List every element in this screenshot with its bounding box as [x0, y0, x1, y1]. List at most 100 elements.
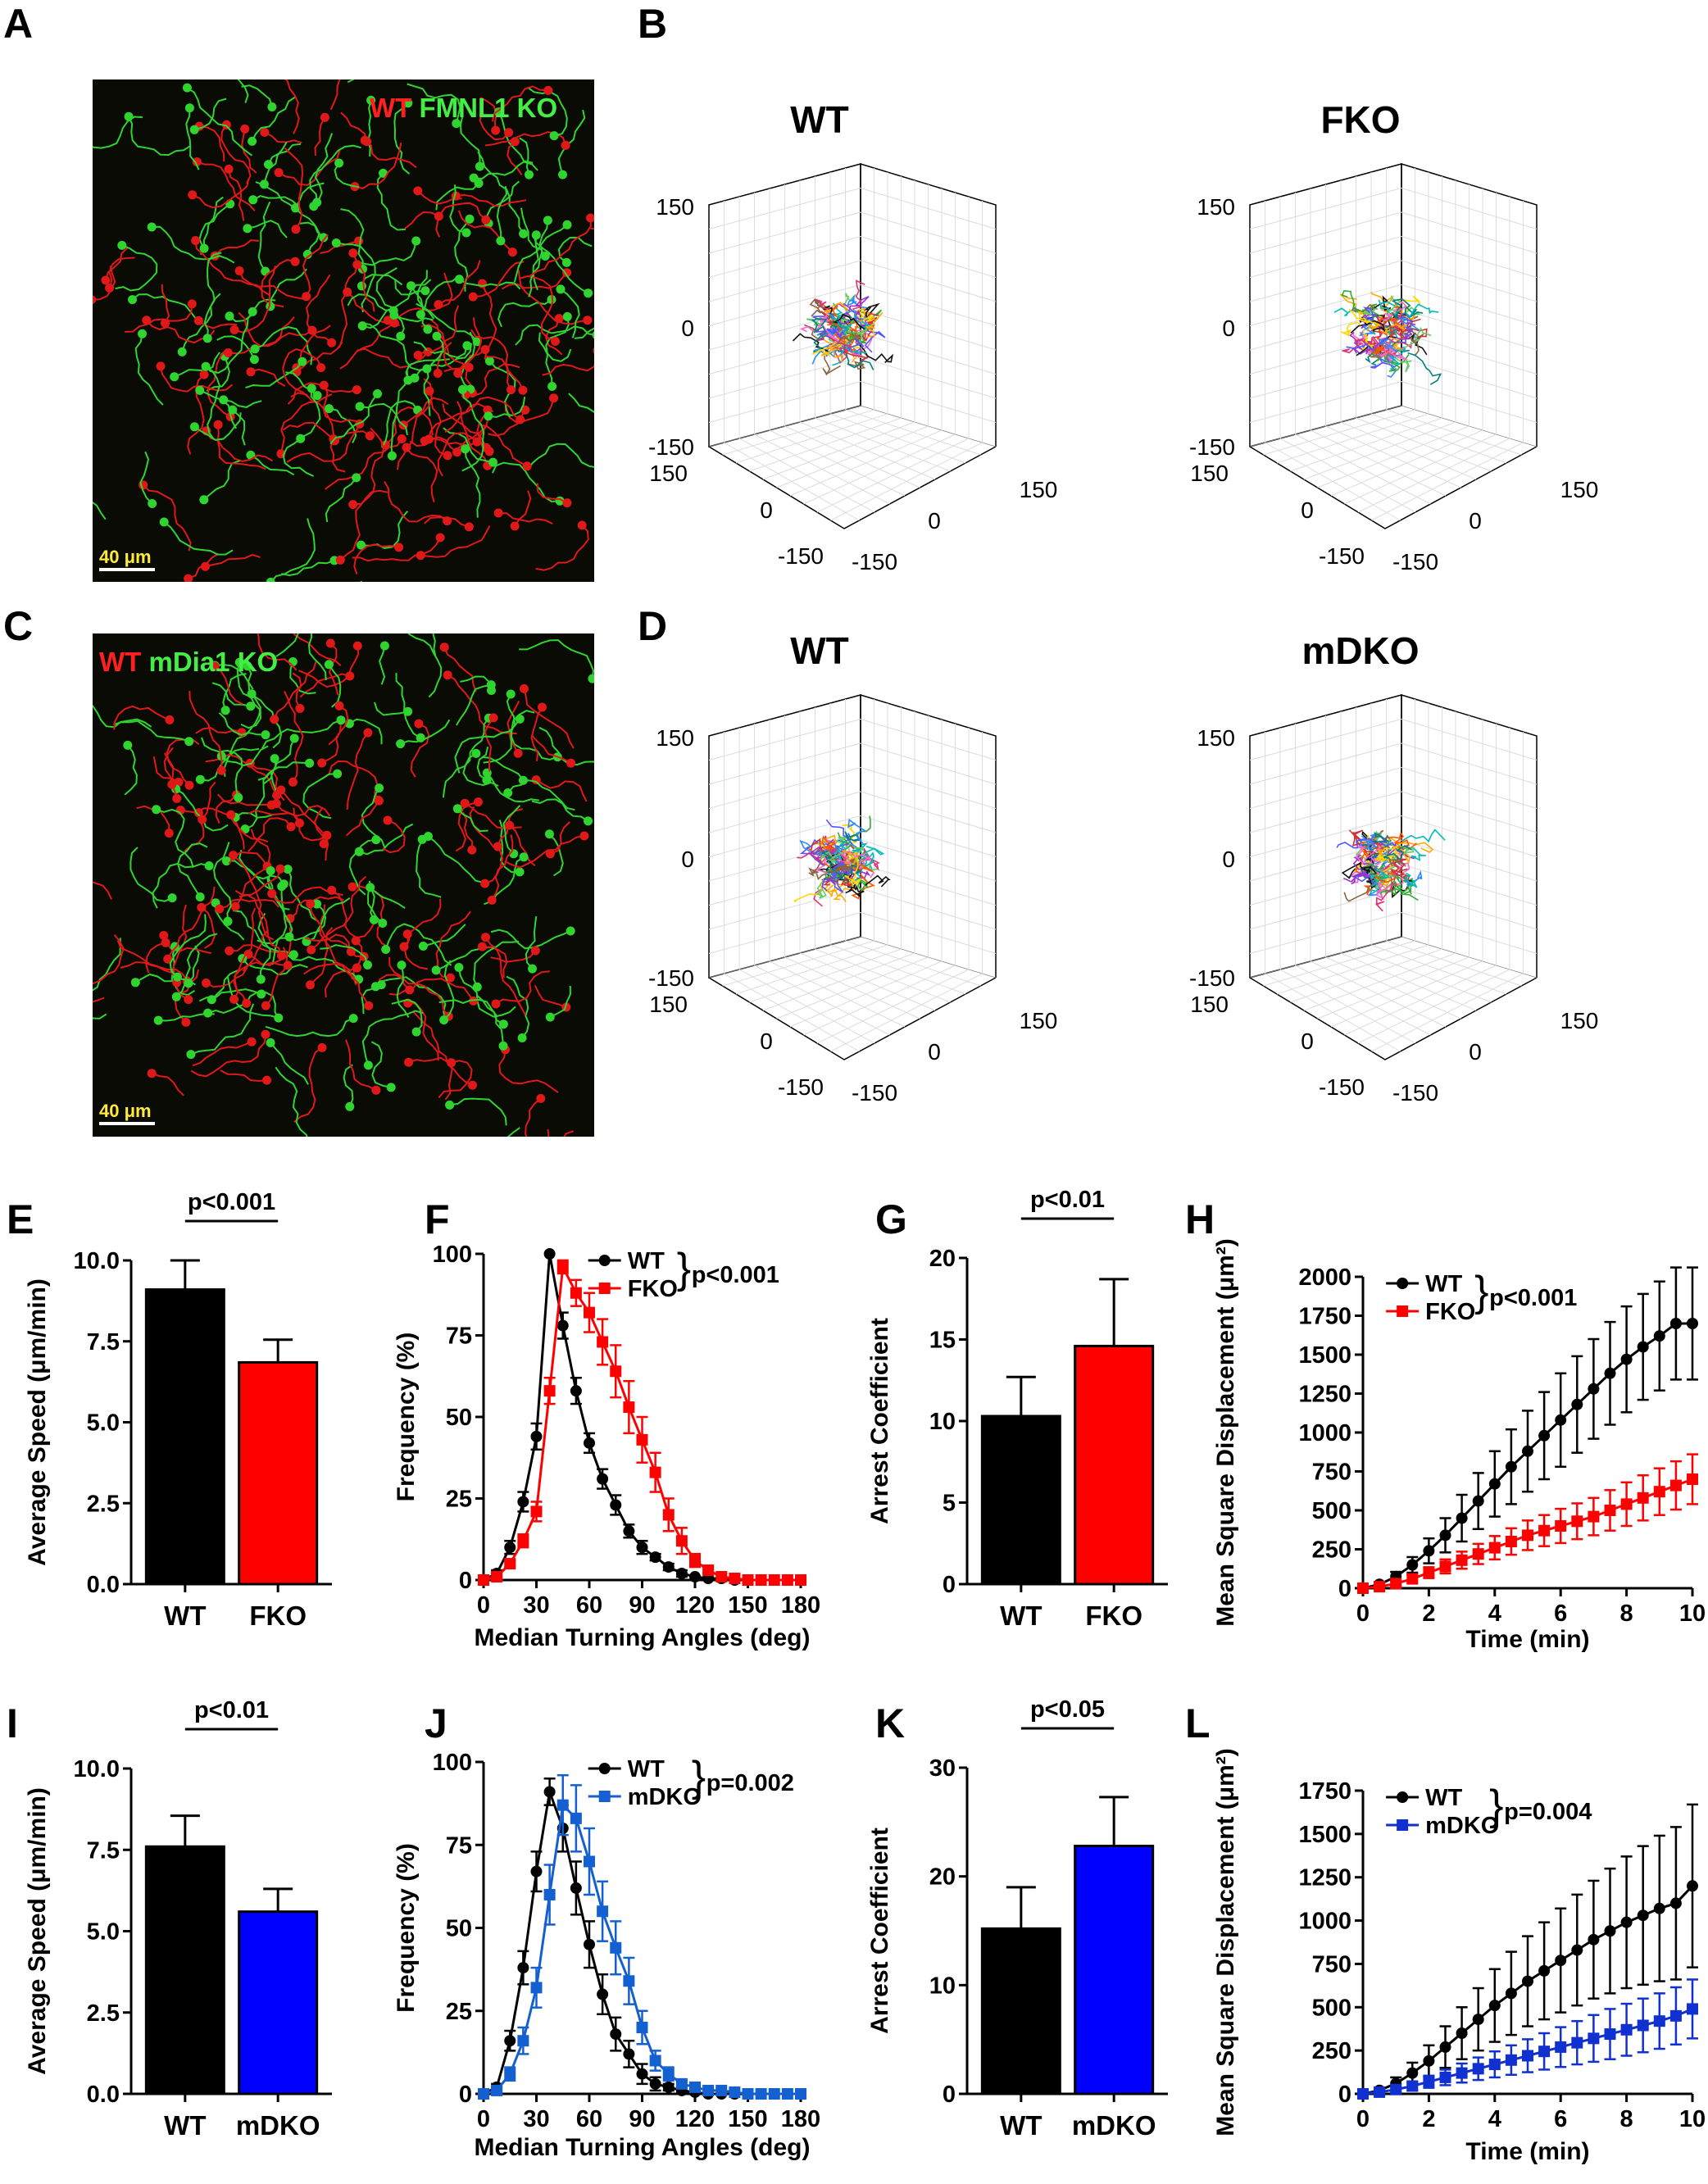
cell-body	[331, 238, 341, 247]
cell-track-3d	[1395, 322, 1416, 341]
grid-line	[1249, 188, 1402, 229]
cell-body	[225, 946, 234, 956]
y-tick-label: 250	[1312, 2038, 1351, 2064]
cell-body	[493, 508, 503, 518]
cell-body	[366, 95, 376, 105]
cell-body	[305, 758, 315, 768]
cell-body	[335, 555, 345, 565]
cell-track	[550, 821, 570, 855]
cell-body	[519, 852, 529, 862]
cell-track	[538, 726, 594, 766]
cell-body	[334, 701, 344, 711]
cell-body	[556, 284, 566, 294]
data-point	[1538, 1524, 1551, 1537]
cell-body	[592, 331, 594, 339]
cell-track	[269, 268, 307, 307]
cell-track	[495, 970, 550, 1005]
cell-body	[240, 124, 250, 134]
cell-body	[378, 919, 388, 928]
data-point	[1439, 2041, 1451, 2053]
cell-body	[453, 369, 463, 378]
cell-track	[220, 1069, 267, 1083]
data-point	[1423, 2076, 1435, 2088]
grid-line	[1371, 442, 1524, 521]
cell-body	[177, 347, 187, 356]
cell-body	[249, 355, 259, 365]
cell-track-3d	[821, 879, 844, 893]
cell-track	[525, 1097, 550, 1137]
cell-track	[166, 886, 216, 960]
grid-line	[708, 791, 861, 833]
cell-body	[267, 888, 277, 898]
cell-body	[583, 316, 593, 325]
x-tick-label: 2	[1422, 1601, 1435, 1627]
cell-track	[457, 967, 516, 1018]
cell-track	[557, 109, 586, 175]
cell-body	[333, 769, 343, 779]
cell-track	[466, 363, 520, 397]
cell-body	[375, 796, 384, 806]
cell-body	[558, 170, 567, 179]
data-point	[610, 2028, 622, 2041]
cell-track	[510, 710, 558, 761]
y-tick-label: 50	[446, 1916, 472, 1942]
cell-track	[368, 880, 375, 920]
cell-track	[479, 424, 528, 467]
cell-body	[510, 521, 520, 531]
cell-track	[238, 270, 311, 300]
panel-label: H	[1185, 1196, 1215, 1242]
cell-track-3d	[1367, 856, 1386, 881]
cell-body	[530, 946, 540, 956]
y-tick-label: 0.0	[87, 1572, 120, 1598]
panel-label: J	[425, 1700, 447, 1746]
data-point	[636, 2022, 648, 2033]
cell-track	[375, 267, 405, 337]
series-wt	[478, 1778, 806, 2100]
cell-track	[498, 1049, 559, 1093]
cell-body	[283, 960, 293, 970]
cell-track-3d	[832, 346, 867, 366]
y-tick-label: 10.0	[74, 1248, 120, 1274]
cell-track	[361, 983, 382, 1015]
x-tick-label: 150	[1020, 1008, 1058, 1033]
cell-track-3d	[1341, 290, 1363, 312]
cell-body	[170, 372, 179, 382]
z-tick-label: 0	[1222, 847, 1235, 872]
y-tick-label: 500	[1312, 1498, 1351, 1524]
cell-track	[198, 988, 262, 1002]
cell-track	[345, 800, 380, 837]
grid-line	[860, 188, 997, 229]
cell-track-3d	[1388, 857, 1406, 867]
cell-body	[163, 954, 173, 964]
cell-body	[516, 415, 525, 425]
cell-track	[163, 521, 234, 556]
x-tick-label: 150	[728, 2106, 767, 2132]
x-axis-label: Time (min)	[1465, 1626, 1589, 1653]
grid-line	[1401, 236, 1538, 278]
data-point	[1571, 2036, 1583, 2049]
cell-track-3d	[1360, 865, 1378, 874]
data-point	[715, 1571, 728, 1583]
cell-body	[130, 978, 140, 988]
cell-track	[203, 460, 240, 501]
cell-body	[352, 963, 361, 973]
data-point	[610, 1941, 622, 1954]
cell-track	[290, 392, 336, 441]
cell-track	[325, 477, 357, 523]
x-tick-label: 180	[781, 1592, 820, 1619]
cell-track	[353, 543, 399, 575]
cell-track	[504, 835, 585, 869]
z-tick-label: -150	[648, 434, 694, 460]
data-point	[543, 1889, 556, 1900]
cell-track	[527, 86, 568, 137]
cell-body	[348, 882, 357, 892]
cell-track-3d	[1359, 312, 1388, 329]
cell-track	[519, 137, 530, 175]
data-point	[755, 2088, 767, 2100]
y-tick-label: 50	[446, 1405, 472, 1431]
floor-edges	[1249, 977, 1538, 1060]
y-tick-label: 2.5	[87, 2000, 120, 2027]
grid-line	[830, 442, 983, 521]
data-point	[1555, 2041, 1567, 2053]
cell-track	[275, 633, 299, 657]
